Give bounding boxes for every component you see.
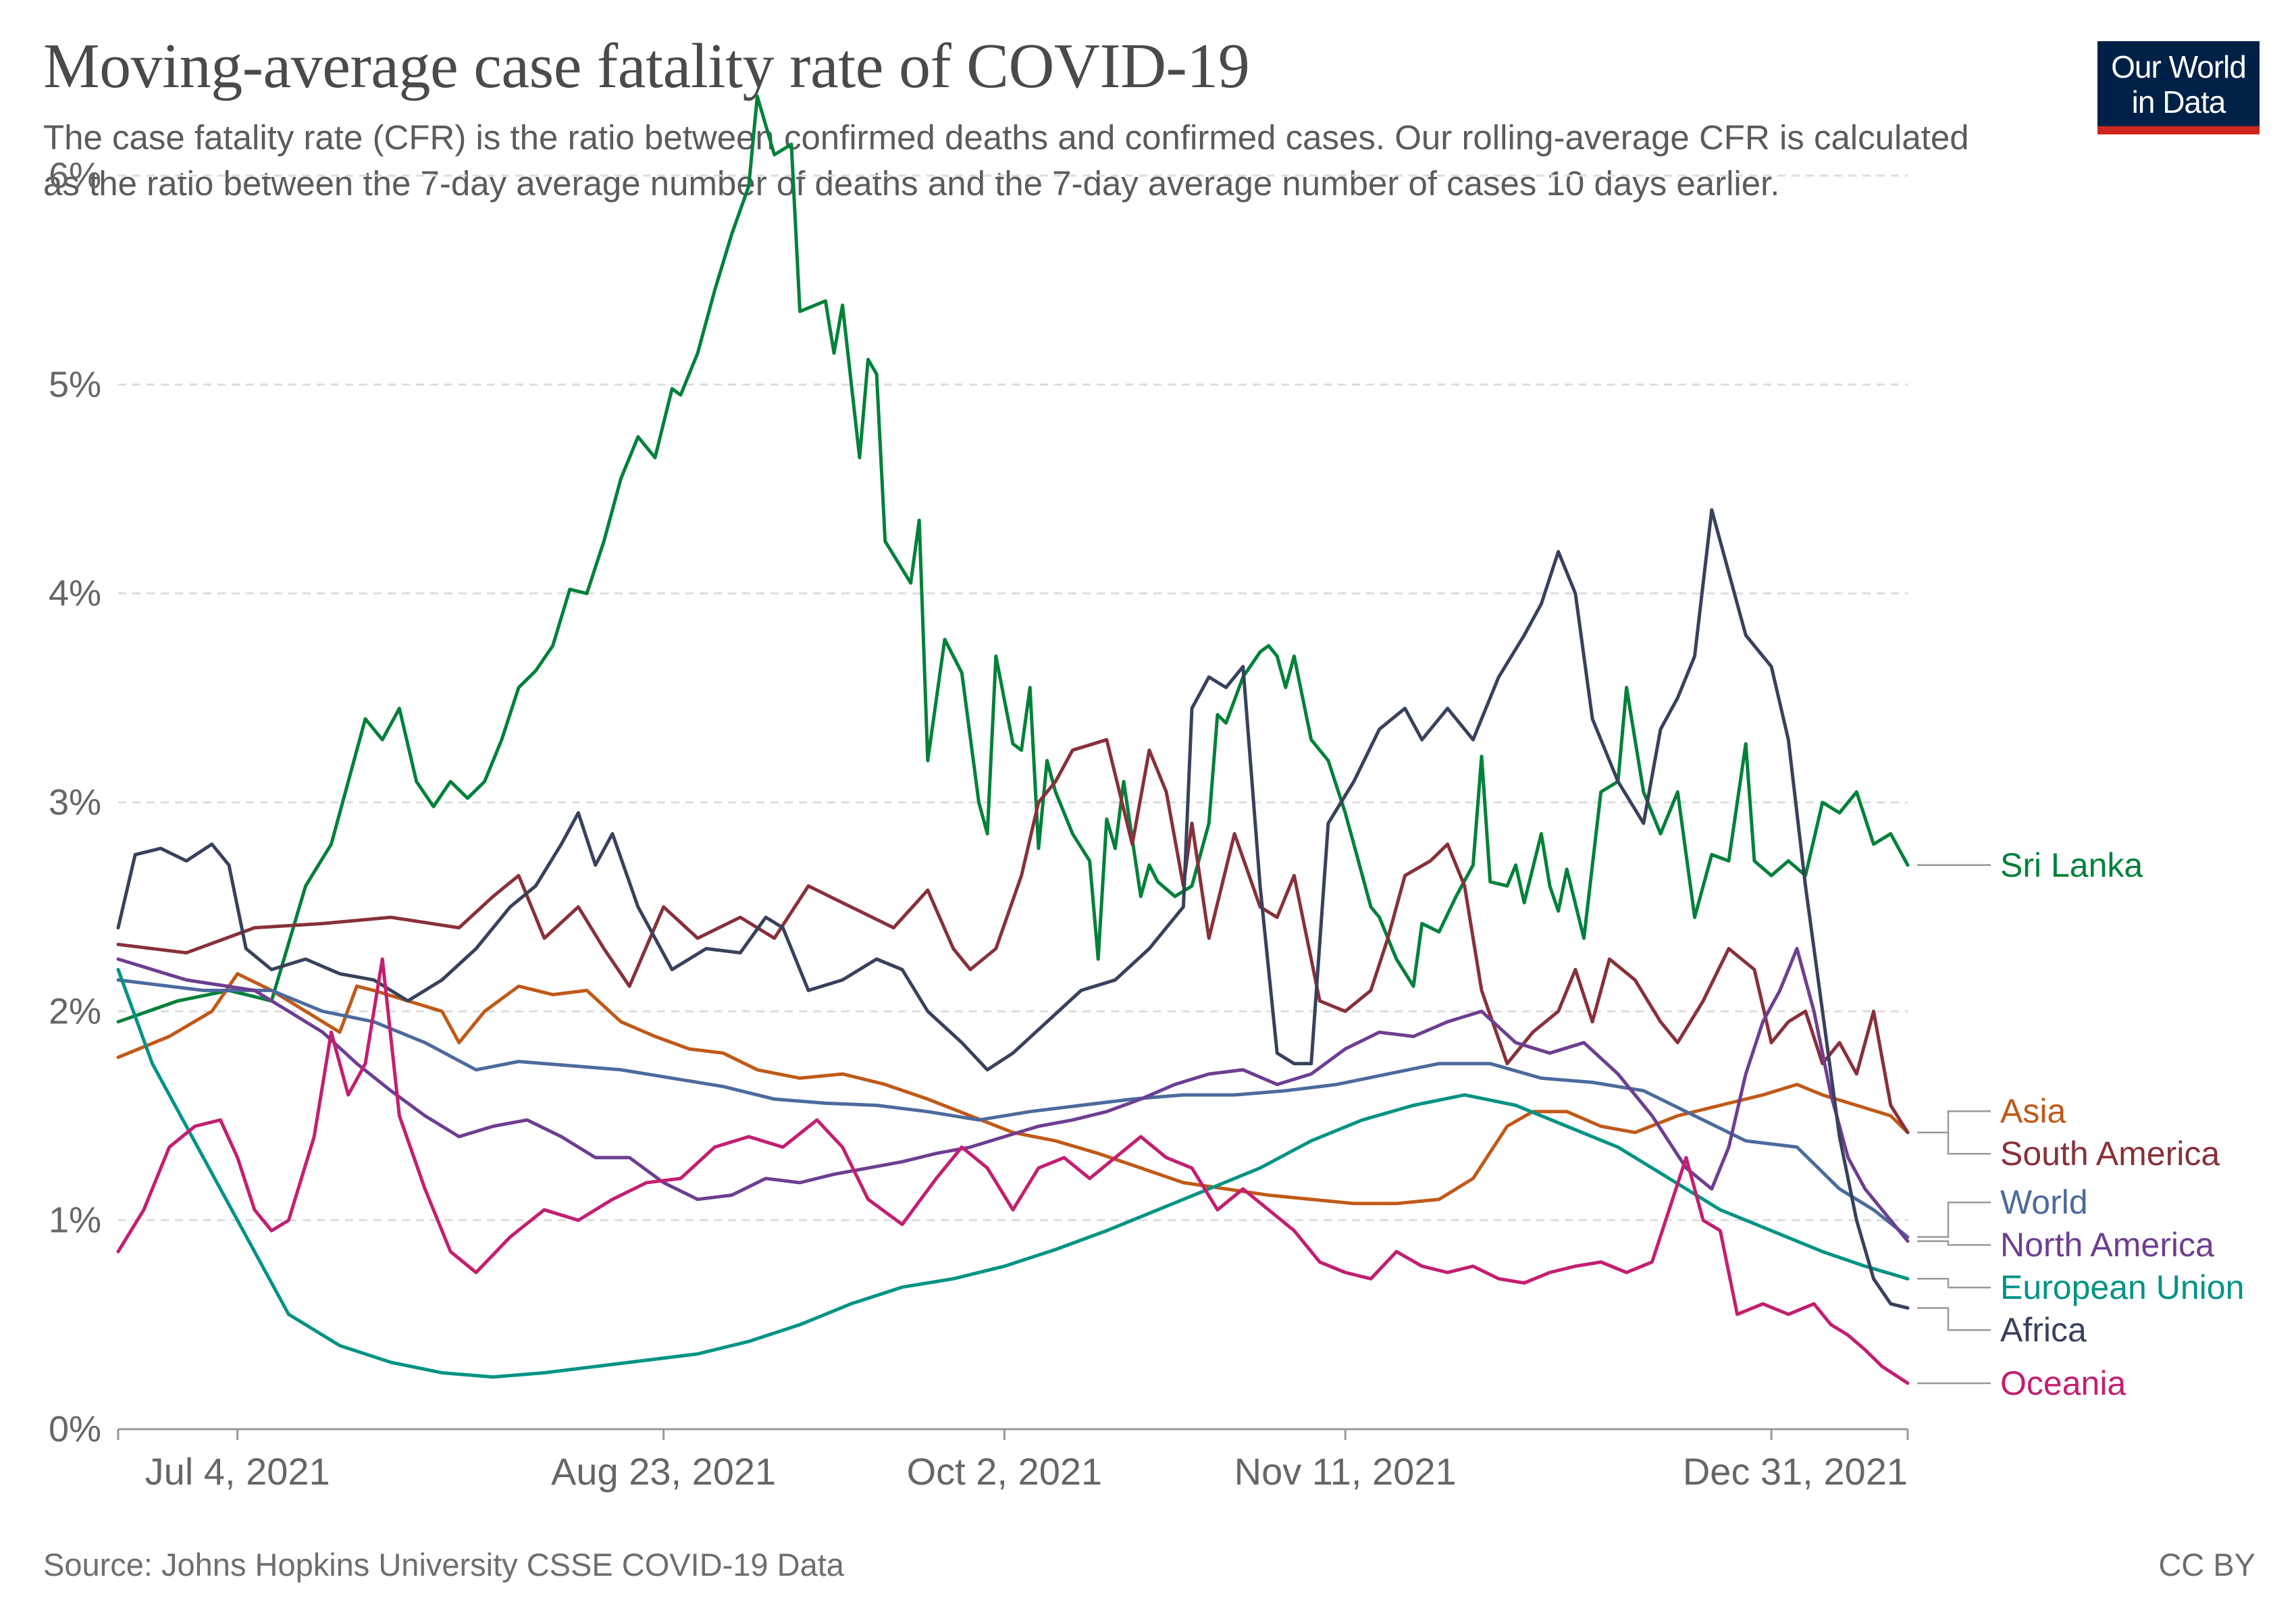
series-leader-line: [1917, 1240, 1991, 1246]
series-label[interactable]: South America: [2000, 1135, 2220, 1173]
chart-subtitle: The case fatality rate (CFR) is the rati…: [43, 118, 1969, 203]
x-tick-label: Nov 11, 2021: [1234, 1450, 1457, 1493]
y-tick-label: 6%: [49, 155, 101, 196]
series-label[interactable]: European Union: [2000, 1268, 2244, 1306]
series-label[interactable]: North America: [2000, 1226, 2214, 1264]
series-leader-line: [1917, 1307, 1991, 1331]
series-label[interactable]: Oceania: [2000, 1364, 2126, 1402]
y-tick-label: 5%: [49, 364, 101, 405]
logo-line-2: in Data: [2131, 84, 2226, 120]
x-tick-label: Aug 23, 2021: [551, 1450, 776, 1493]
series-line[interactable]: [116, 738, 1910, 1135]
series-line[interactable]: [116, 95, 1910, 1024]
series-label[interactable]: Asia: [2000, 1092, 2066, 1130]
series-line[interactable]: [116, 947, 1910, 1243]
source-note: Source: Johns Hopkins University CSSE CO…: [43, 1547, 844, 1583]
series-lines: [116, 95, 1910, 1385]
series-line[interactable]: [116, 968, 1910, 1379]
series-leader-line: [1917, 1201, 1991, 1238]
y-tick-label: 0%: [49, 1409, 101, 1449]
y-tick-label: 4%: [49, 573, 101, 614]
series-line[interactable]: [116, 508, 1910, 1310]
x-tick-label: Jul 4, 2021: [145, 1450, 330, 1493]
grid-lines: [118, 174, 1908, 1222]
series-leader-line: [1917, 1110, 1991, 1133]
logo-line-1: Our World: [2111, 49, 2247, 84]
series-label[interactable]: Africa: [2000, 1311, 2087, 1349]
y-tick-label: 2%: [49, 991, 101, 1031]
y-tick-label: 1%: [49, 1200, 101, 1241]
x-tick-label: Oct 2, 2021: [907, 1450, 1103, 1493]
owid-logo[interactable]: Our World in Data: [2097, 41, 2260, 134]
series-line[interactable]: [116, 957, 1910, 1385]
license-link[interactable]: CC BY: [2158, 1547, 2255, 1583]
series-label[interactable]: World: [2000, 1183, 2088, 1221]
chart-title: Moving-average case fatality rate of COV…: [43, 31, 1250, 101]
series-labels: Sri Lanka Asia South America World North Ame…: [1917, 846, 2244, 1402]
series-leader-line: [1917, 1131, 1991, 1155]
y-tick-label: 3%: [49, 782, 101, 823]
axes: 0% 1% 2% 3% 4% 5% 6% Jul 4, 2021 Aug 23, 2021 Oct…: [49, 155, 1909, 1493]
series-label[interactable]: Sri Lanka: [2000, 846, 2143, 884]
series-leader-line: [1917, 1278, 1991, 1289]
x-tick-label: Dec 31, 2021: [1683, 1450, 1908, 1493]
series-line[interactable]: [116, 978, 1910, 1239]
